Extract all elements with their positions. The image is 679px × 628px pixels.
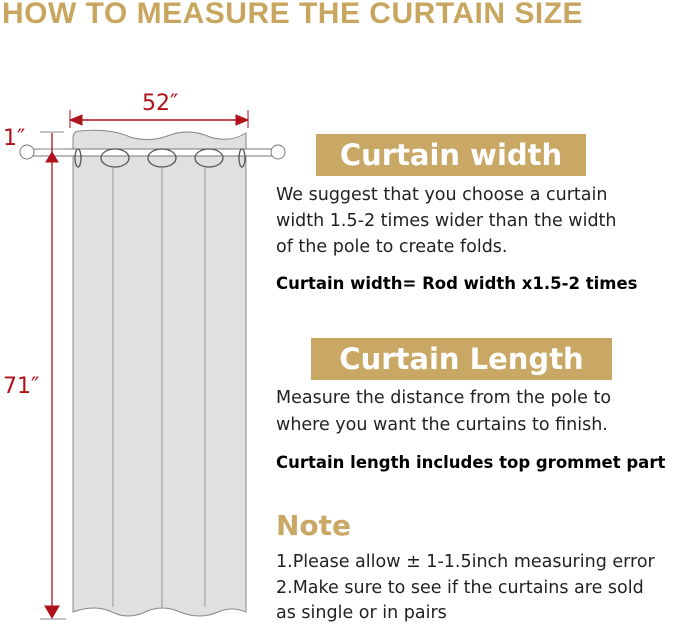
width-text-2: width 1.5-2 times wider than the width (276, 211, 617, 231)
length-dimension (40, 131, 66, 620)
curtain-panel (72, 129, 247, 617)
width-dimension (68, 110, 250, 128)
note-line-1: 1.Please allow ± 1-1.5inch measuring err… (276, 552, 655, 572)
width-formula: Curtain width= Rod width x1.5-2 times (276, 274, 638, 293)
length-text-1: Measure the distance from the pole to (276, 388, 612, 408)
note-line-3: as single or in pairs (276, 603, 447, 623)
curtain-rod (19, 144, 286, 160)
note-line-2: 2.Make sure to see if the curtains are s… (276, 578, 644, 598)
curtain-length-heading: Curtain Length (311, 338, 612, 380)
header-label: 1″ (3, 126, 26, 151)
note-heading: Note (276, 509, 352, 542)
page-title: HOW TO MEASURE THE CURTAIN SIZE (2, 0, 584, 30)
length-label: 71″ (3, 374, 40, 399)
width-text-3: of the pole to create folds. (276, 237, 508, 257)
width-text-1: We suggest that you choose a curtain (276, 185, 608, 205)
curtain-width-heading: Curtain width (316, 134, 586, 176)
curtain-diagram (19, 110, 286, 620)
grommets (74, 148, 246, 168)
length-text-2: where you want the curtains to finish. (276, 415, 608, 435)
width-label: 52″ (142, 91, 179, 116)
length-formula: Curtain length includes top grommet part (276, 453, 666, 472)
